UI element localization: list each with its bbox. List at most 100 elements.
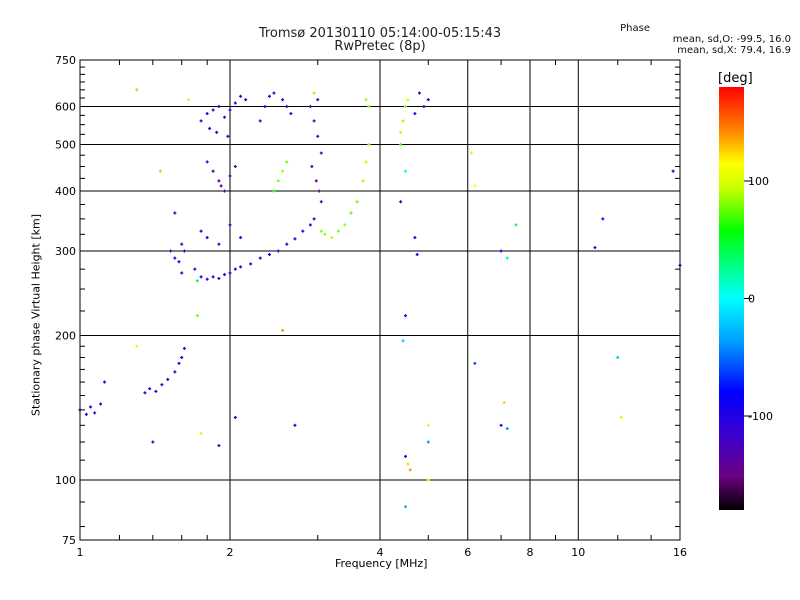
data-point [217,276,221,280]
data-point [166,377,170,381]
data-point [422,105,426,109]
data-point [199,275,203,279]
data-point [593,246,597,250]
data-point [180,355,184,359]
data-point [217,105,221,109]
data-point [233,415,237,419]
data-point [276,249,280,253]
data-point [205,112,209,116]
data-point [226,134,230,138]
data-point [173,256,177,260]
data-point [499,423,503,427]
data-point [319,200,323,204]
data-point [293,237,297,241]
data-point [403,505,407,509]
colorbar-tick-label: 100 [748,175,769,188]
data-point [399,143,403,147]
data-point [182,249,186,253]
data-point [289,112,293,116]
data-point [312,91,316,95]
data-point [367,143,371,147]
y-tick-label: 500 [55,139,76,152]
data-point [285,242,289,246]
data-point [272,189,276,193]
data-point [272,91,276,95]
data-point [312,217,316,221]
data-point [330,236,334,240]
data-point [177,361,181,365]
colorbar-label: [deg] [718,71,753,86]
data-point [399,130,403,134]
data-point [505,427,509,431]
data-point [199,229,203,233]
data-point [355,200,359,204]
data-point [473,361,477,365]
data-point [135,344,139,348]
grid-lines [80,60,680,540]
data-point [401,119,405,123]
data-point [281,169,285,173]
data-points [78,88,682,509]
data-point [343,223,347,227]
data-point [223,273,227,277]
data-point [151,440,155,444]
y-tick-label: 100 [55,474,76,487]
data-point [267,94,271,98]
data-point [403,454,407,458]
data-point [215,130,219,134]
data-point [502,401,506,405]
data-point [223,189,227,193]
data-point [308,105,312,109]
data-point [417,91,421,95]
data-point [195,279,199,283]
data-point [316,98,320,102]
data-point [158,169,162,173]
data-point [205,236,209,240]
data-point [403,169,407,173]
data-point [217,179,221,183]
data-point [312,119,316,123]
data-point [186,98,190,102]
data-point [413,112,417,116]
data-point [505,256,509,260]
y-axis-label: Stationary phase Virtual Height [km] [29,213,43,417]
y-tick-label: 400 [55,185,76,198]
data-point [401,339,405,343]
data-point [244,98,248,102]
data-point [323,232,327,236]
data-point [182,346,186,350]
data-point [364,98,368,102]
data-point [233,101,237,105]
x-tick-label: 2 [227,546,234,559]
data-point [154,389,158,393]
data-point [228,271,232,275]
data-point [293,423,297,427]
data-point [301,229,305,233]
data-point [403,105,407,109]
data-point [426,423,430,427]
data-point [316,134,320,138]
y-tick-label: 75 [62,534,76,547]
data-point [89,405,93,409]
data-point [619,415,623,419]
data-point [103,380,107,384]
data-point [99,402,103,406]
y-tick-label: 750 [55,54,76,67]
colorbar-ticks: 100 0 -100 [744,175,773,423]
data-point [285,105,289,109]
colorbar-tick-label: 0 [748,293,755,306]
data-point [169,249,173,253]
phase-stats-x: mean, sd,X: 79.4, 16.9 [677,45,791,56]
data-point [308,223,312,227]
data-point [148,387,152,391]
data-point [317,189,321,193]
data-point [211,108,215,112]
data-point [426,98,430,102]
data-point [276,179,280,183]
data-point [160,383,164,387]
data-point [180,271,184,275]
data-point [263,105,267,109]
data-point [514,223,518,227]
data-point [228,223,232,227]
